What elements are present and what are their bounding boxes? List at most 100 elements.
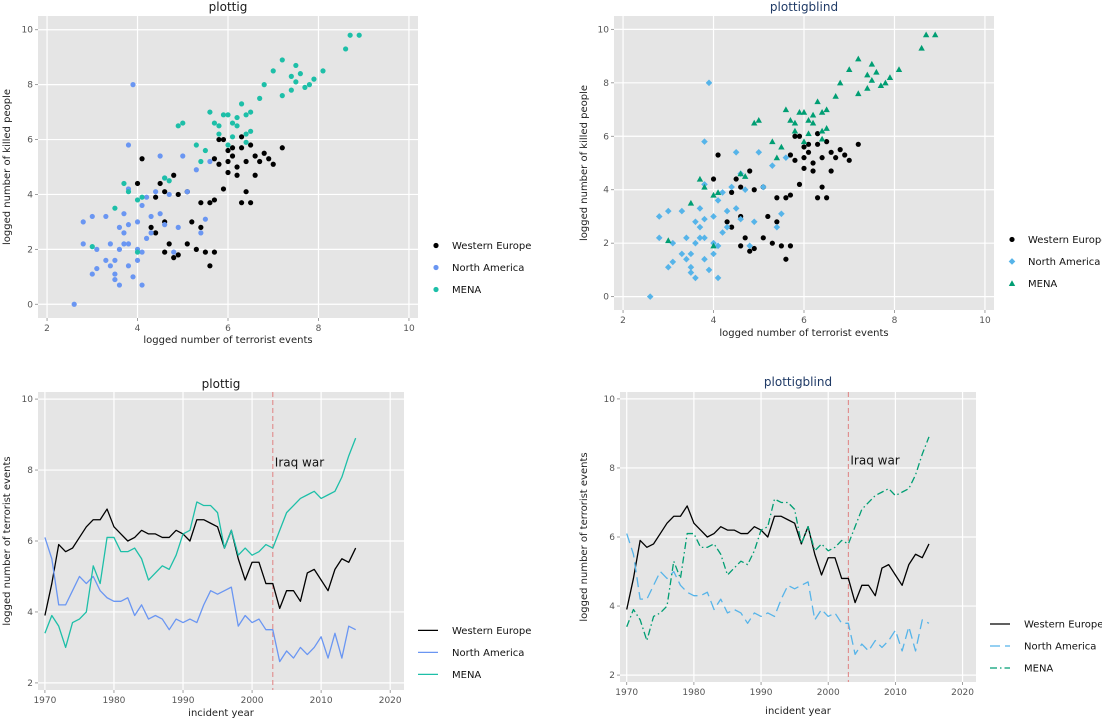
- panel-line-plottig: plottig incident year logged number of t…: [2, 377, 531, 719]
- point-na: [162, 222, 168, 228]
- point-na: [148, 213, 154, 220]
- point-na: [696, 234, 704, 242]
- point-we: [148, 224, 154, 230]
- point-mena: [248, 109, 254, 115]
- point-na: [759, 183, 767, 191]
- tick-labels: 1970 1980 1990 2000 2010 2020 2 4 6 8 10: [604, 395, 975, 698]
- x-tick-label: 2020: [379, 696, 402, 706]
- point-we: [733, 176, 739, 182]
- point-mena: [234, 114, 240, 121]
- x-tick-label: 2: [44, 324, 50, 334]
- panel-title: plottig: [202, 377, 241, 391]
- point-mena: [356, 32, 362, 38]
- point-na: [683, 234, 690, 242]
- point-mena: [832, 92, 839, 99]
- point-mena: [778, 143, 785, 150]
- data-points: [646, 31, 939, 300]
- legend: Western Europe North America MENA: [1008, 235, 1102, 290]
- point-mena: [873, 68, 880, 75]
- point-we: [134, 180, 141, 187]
- y-tick-label: 8: [603, 79, 609, 89]
- point-mena: [918, 44, 925, 51]
- point-mena: [306, 82, 313, 88]
- x-tick-label: 1970: [615, 688, 638, 698]
- point-na: [112, 257, 118, 263]
- point-we: [842, 152, 848, 158]
- grid-lines: [620, 392, 976, 682]
- point-mena: [818, 109, 826, 115]
- point-na: [125, 241, 132, 247]
- point-we: [198, 224, 204, 230]
- y-tick-label: 6: [609, 533, 615, 543]
- legend-marker-mena: [1008, 280, 1016, 286]
- legend-label: MENA: [1028, 279, 1057, 290]
- point-mena: [257, 95, 263, 101]
- point-na: [664, 207, 672, 215]
- point-mena: [302, 84, 308, 90]
- series-line-na: [44, 537, 356, 663]
- point-we: [220, 136, 227, 143]
- x-tick-label: 1980: [682, 688, 705, 698]
- point-we: [229, 153, 236, 159]
- point-mena: [198, 158, 204, 165]
- point-mena: [279, 57, 285, 63]
- point-we: [738, 243, 744, 249]
- point-na: [143, 194, 150, 200]
- legend-label: MENA: [452, 670, 481, 681]
- point-we: [747, 168, 753, 174]
- point-mena: [211, 120, 218, 126]
- y-tick-label: 8: [27, 81, 33, 91]
- point-mena: [741, 173, 749, 179]
- point-mena: [791, 127, 799, 134]
- point-na: [130, 274, 136, 280]
- legend-marker-mena: [433, 286, 439, 293]
- y-tick-label: 0: [603, 293, 609, 303]
- point-na: [683, 255, 690, 263]
- point-mena: [877, 82, 885, 89]
- legend-marker-na: [1008, 258, 1016, 265]
- y-axis-label: logged number of terrorist events: [2, 456, 13, 625]
- point-we: [742, 235, 748, 241]
- point-na: [94, 265, 100, 272]
- point-na: [89, 213, 95, 220]
- y-tick-label: 4: [27, 608, 33, 618]
- point-na: [732, 149, 740, 156]
- annotation-label: Iraq war: [275, 456, 324, 470]
- x-tick-label: 2: [620, 316, 626, 326]
- point-we: [202, 249, 208, 255]
- point-na: [94, 246, 100, 252]
- point-mena: [710, 242, 717, 249]
- point-mena: [229, 120, 236, 126]
- x-tick-label: 10: [979, 316, 991, 326]
- point-mena: [175, 123, 181, 129]
- point-na: [198, 230, 204, 236]
- point-na: [166, 191, 172, 198]
- y-tick-label: 10: [22, 395, 34, 405]
- legend-label: Western Europe: [1024, 620, 1102, 631]
- point-mena: [864, 84, 871, 91]
- point-mena: [288, 87, 294, 93]
- point-mena: [202, 147, 208, 154]
- point-mena: [755, 117, 762, 123]
- point-mena: [814, 98, 821, 105]
- point-mena: [139, 194, 145, 200]
- point-we: [166, 241, 172, 247]
- point-we: [252, 153, 258, 159]
- point-mena: [805, 130, 812, 137]
- grid-lines: [38, 16, 418, 318]
- point-we: [738, 184, 744, 190]
- point-na: [687, 250, 695, 258]
- point-mena: [868, 76, 876, 83]
- point-we: [751, 187, 757, 193]
- point-we: [796, 181, 803, 187]
- point-mena: [134, 197, 141, 203]
- x-tick-label: 2010: [884, 688, 907, 698]
- point-we: [153, 230, 159, 236]
- point-mena: [696, 175, 704, 182]
- point-we: [279, 145, 285, 151]
- point-mena: [701, 183, 708, 190]
- data-lines: [44, 437, 357, 663]
- point-mena: [836, 79, 844, 86]
- point-we: [783, 195, 789, 201]
- point-we: [211, 249, 218, 255]
